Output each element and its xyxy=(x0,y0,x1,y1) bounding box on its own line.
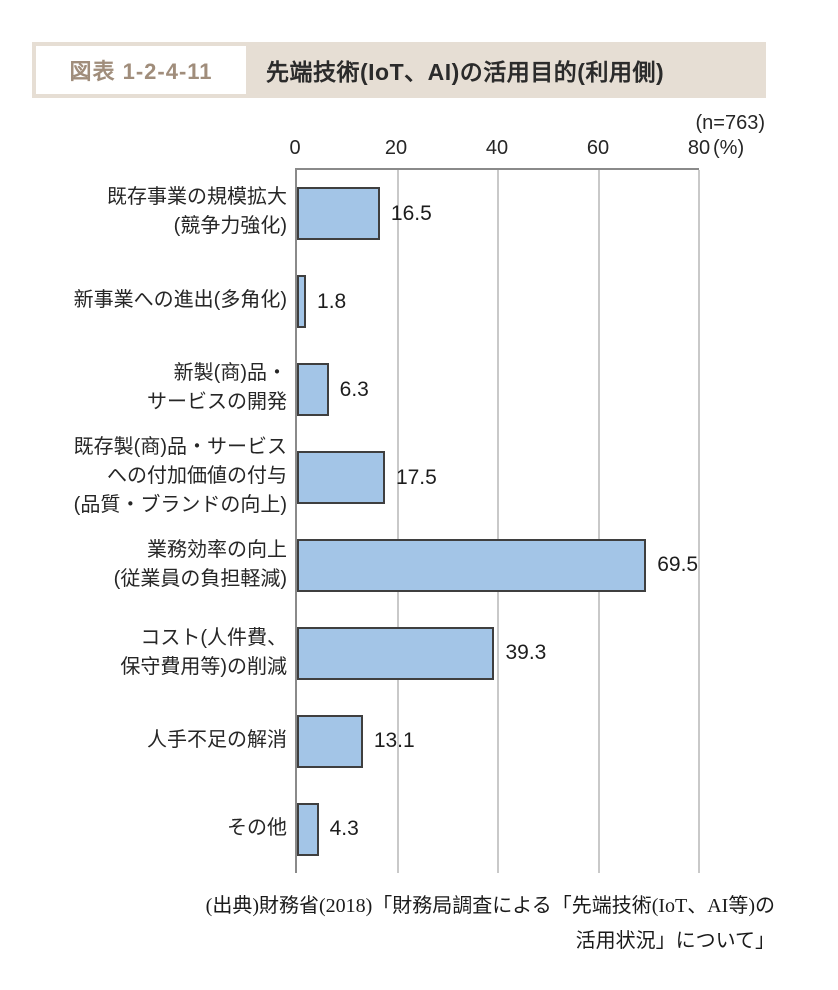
plot-area: 16.5 1.8 6.3 17.5 69.5 39.3 13.1 4.3 xyxy=(295,168,700,873)
x-tick-label: 0 xyxy=(289,137,301,159)
gridline xyxy=(497,170,499,873)
x-axis-ticks: 0 20 40 60 80 xyxy=(289,137,710,163)
value-label: 1.8 xyxy=(317,289,347,313)
category-labels: 既存事業の規模拡大 (競争力強化) 新事業への進出(多角化) 新製(商)品・ サービスの… xyxy=(0,168,287,873)
category-label: 新事業への進出(多角化) xyxy=(73,288,287,311)
category-label: 人手不足の解消 xyxy=(147,729,287,752)
bar-row: 69.5 xyxy=(297,522,699,610)
bar-row: 17.5 xyxy=(297,434,699,522)
percent-unit-label: (%) xyxy=(713,137,745,159)
x-tick-label: 20 xyxy=(384,137,408,159)
source-citation: (出典)財務省(2018)「財務局調査による「先端技術(IoT、AI等)の 活用… xyxy=(65,889,775,959)
bar xyxy=(297,802,319,856)
value-label: 39.3 xyxy=(505,641,547,665)
bar xyxy=(297,275,307,329)
figure-title: 先端技術(IoT、AI)の活用目的(利用側) xyxy=(266,59,665,85)
value-label: 69.5 xyxy=(657,553,699,577)
value-label: 17.5 xyxy=(395,465,437,489)
figure-header: 図表 1-2-4-11 先端技術(IoT、AI)の活用目的(利用側) xyxy=(32,42,766,98)
x-tick-label: 60 xyxy=(586,137,610,159)
value-label: 13.1 xyxy=(373,729,415,753)
bar-row: 13.1 xyxy=(297,697,699,785)
bar-rows: 16.5 1.8 6.3 17.5 69.5 39.3 13.1 4.3 xyxy=(297,170,699,873)
gridline xyxy=(396,170,399,873)
bar xyxy=(297,451,385,505)
bar-row: 39.3 xyxy=(297,609,699,697)
bar xyxy=(297,187,380,241)
source-line-1: (出典)財務省(2018)「財務局調査による「先端技術(IoT、AI等)の xyxy=(205,895,775,917)
gridline xyxy=(698,170,700,873)
gridline xyxy=(597,170,600,873)
bar-row: 16.5 xyxy=(297,170,699,258)
category-label: その他 xyxy=(227,817,287,840)
bar-row: 1.8 xyxy=(297,258,699,346)
category-label: 新製(商)品・ サービスの開発 xyxy=(147,362,287,414)
bar xyxy=(297,626,495,680)
bar xyxy=(297,538,647,592)
bar xyxy=(297,714,363,768)
value-label: 4.3 xyxy=(329,817,359,841)
source-line-2: 活用状況」について」 xyxy=(575,930,775,952)
category-label: 既存製(商)品・サービス への付加価値の付与 (品質・ブランドの向上) xyxy=(73,435,287,516)
bar-row: 6.3 xyxy=(297,346,699,434)
bar-row: 4.3 xyxy=(297,785,699,873)
x-tick-label: 40 xyxy=(485,137,509,159)
category-label: 既存事業の規模拡大 (競争力強化) xyxy=(107,186,287,238)
value-label: 6.3 xyxy=(339,377,369,401)
figure-number-box: 図表 1-2-4-11 xyxy=(36,46,246,94)
category-label: 業務効率の向上 (従業員の負担軽減) xyxy=(113,538,287,590)
value-label: 16.5 xyxy=(390,201,432,225)
sample-size-label: (n=763) xyxy=(695,112,766,134)
bar xyxy=(297,363,329,417)
figure-number: 図表 1-2-4-11 xyxy=(69,59,213,84)
category-label: コスト(人件費、 保守費用等)の削減 xyxy=(120,626,287,678)
x-tick-label: 80 xyxy=(687,137,711,159)
